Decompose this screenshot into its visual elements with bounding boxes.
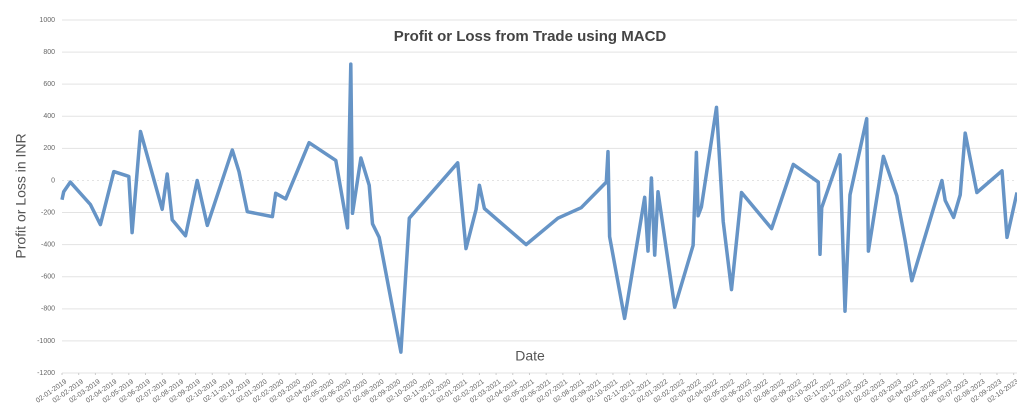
y-tick-label: -400 bbox=[41, 241, 55, 248]
y-tick-label: -800 bbox=[41, 306, 55, 313]
y-tick-label: -600 bbox=[41, 274, 55, 281]
x-axis-label: Date bbox=[515, 348, 545, 364]
y-tick-label: 600 bbox=[43, 81, 55, 88]
y-tick-label: 1000 bbox=[39, 17, 55, 24]
y-axis-label: Profit or Loss in INR bbox=[13, 133, 29, 258]
y-tick-label: 400 bbox=[43, 113, 55, 120]
y-tick-label: 200 bbox=[43, 145, 55, 152]
y-tick-label: -200 bbox=[41, 209, 55, 216]
data-line bbox=[60, 62, 1017, 354]
y-tick-label: 0 bbox=[51, 177, 55, 184]
y-tick-label: -1000 bbox=[37, 338, 55, 345]
y-tick-label: 800 bbox=[43, 49, 55, 56]
y-tick-label: -1200 bbox=[37, 370, 55, 377]
chart-title: Profit or Loss from Trade using MACD bbox=[394, 28, 667, 45]
